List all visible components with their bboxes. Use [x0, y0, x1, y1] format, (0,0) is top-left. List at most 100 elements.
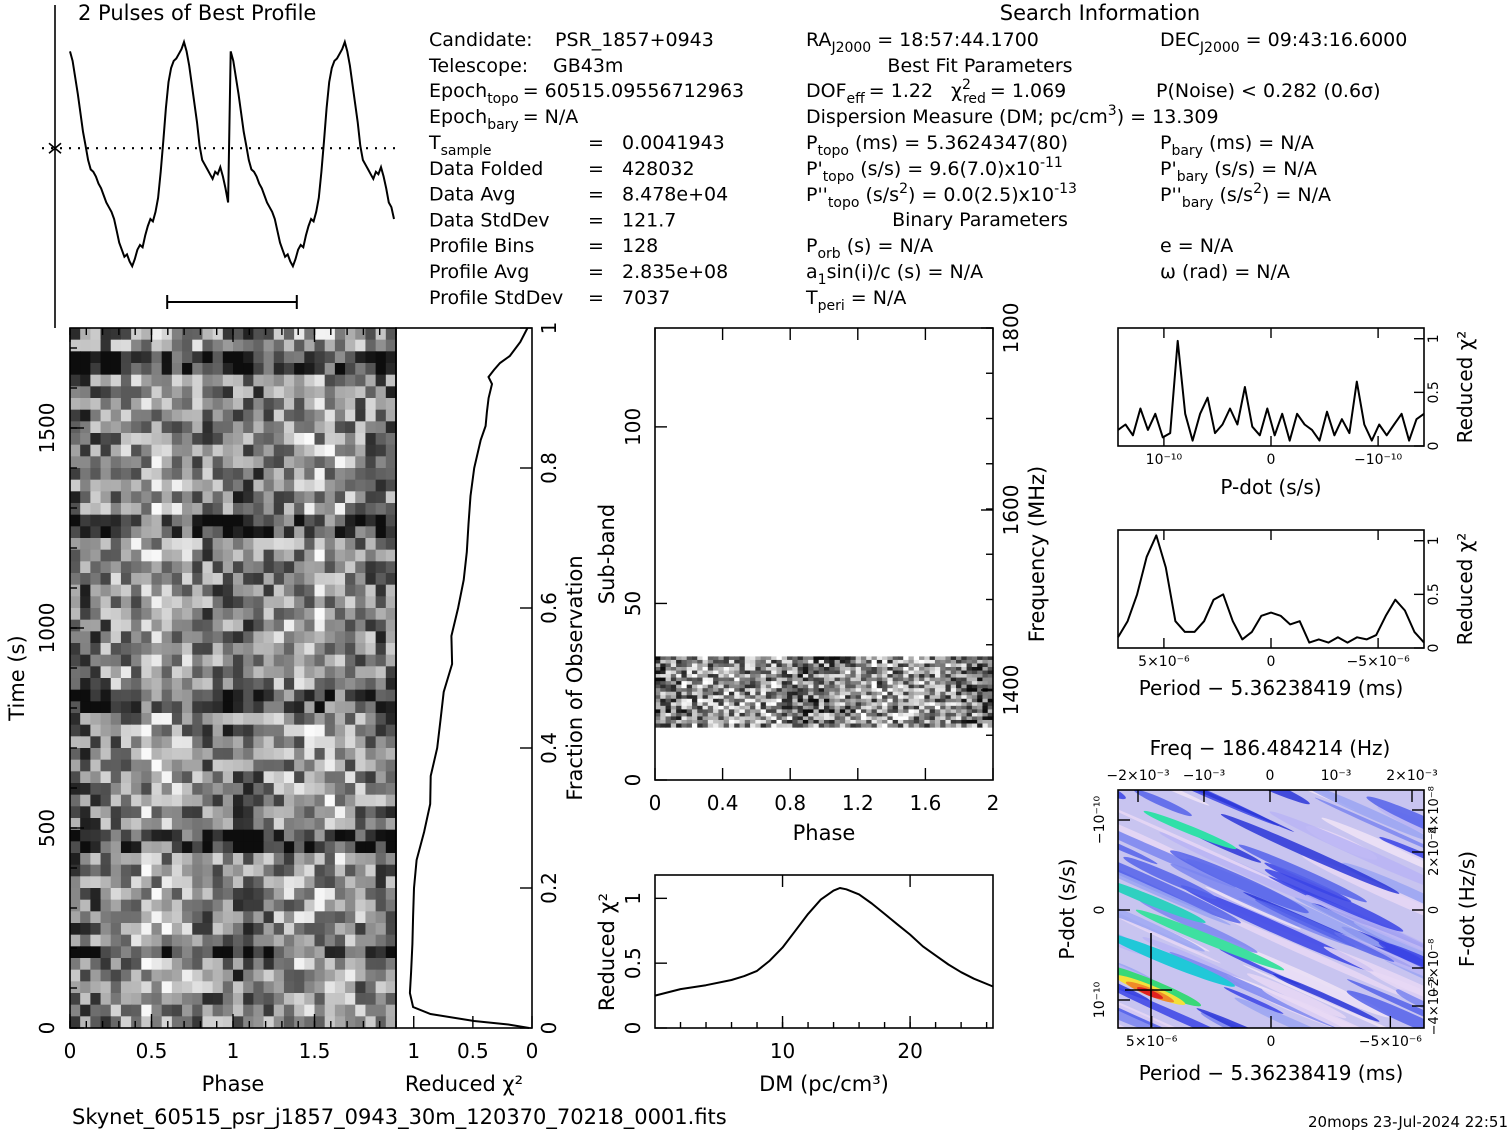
time-phase-cell	[192, 794, 204, 807]
info-row-label: Data StdDev	[429, 209, 550, 231]
subband-cell	[713, 688, 719, 693]
time-phase-cell	[365, 794, 377, 807]
time-phase-cell	[131, 794, 142, 807]
time-phase-cell	[334, 934, 346, 947]
subband-cell	[908, 681, 915, 686]
subband-cell	[802, 663, 809, 668]
time-phase-cell	[294, 864, 305, 877]
subband-cell	[839, 716, 846, 721]
subband-cell	[908, 659, 915, 665]
subband-cell	[797, 663, 804, 668]
subband-cell	[971, 684, 978, 689]
time-phase-cell	[273, 946, 285, 959]
subband-cell	[702, 719, 709, 725]
subband-cell	[681, 716, 688, 721]
subband-cell	[691, 674, 698, 679]
subband-cell	[876, 684, 883, 689]
subband-cell	[839, 684, 846, 689]
subband-cell	[713, 702, 719, 707]
time-phase-cell	[365, 993, 377, 1006]
subband-cell	[787, 659, 793, 665]
time-phase-cell	[141, 526, 153, 539]
time-phase-cell	[70, 864, 81, 877]
time-phase-cell	[314, 923, 326, 936]
time-phase-cell	[161, 584, 173, 597]
time-phase-cell	[202, 888, 214, 901]
info-row-value: 8.478e+04	[622, 184, 728, 206]
time-phase-cell	[324, 969, 336, 982]
time-phase-cell	[294, 491, 305, 504]
svg-text:P(Noise) < 0.282 (0.6σ): P(Noise) < 0.282 (0.6σ)	[1156, 80, 1381, 102]
subband-cell	[956, 656, 962, 661]
time-phase-cell	[304, 643, 316, 656]
time-phase-cell	[283, 701, 295, 714]
time-phase-cell	[222, 748, 234, 761]
time-phase-cell	[182, 444, 193, 457]
time-phase-cell	[131, 969, 142, 982]
subband-cell	[839, 688, 846, 693]
subband-cell	[802, 677, 809, 682]
subband-cell	[665, 659, 672, 665]
time-phase-cell	[334, 584, 346, 597]
subband-cell	[945, 667, 952, 672]
subband-cell	[971, 681, 978, 686]
time-phase-cell	[120, 876, 132, 889]
subband-cell	[956, 688, 962, 693]
subband-cell	[744, 674, 751, 679]
subband-cell	[765, 656, 772, 661]
subband-cell	[940, 681, 947, 686]
subband-cell	[940, 702, 947, 707]
time-phase-cell	[385, 468, 397, 481]
time-phase-cell	[345, 339, 356, 352]
subband-cell	[882, 719, 888, 725]
svg-text:P'topo (s/s) = 9.6(7.0)x10-11: P'topo (s/s) = 9.6(7.0)x10-11	[806, 155, 1063, 185]
time-phase-cell	[253, 561, 265, 574]
time-phase-cell	[110, 491, 122, 504]
subband-cell	[903, 684, 910, 689]
time-phase-cell	[80, 701, 91, 714]
time-phase-cell	[182, 981, 193, 994]
time-phase-cell	[212, 818, 224, 831]
time-phase-cell	[263, 946, 275, 959]
subband-cell	[818, 663, 825, 668]
subband-cell	[956, 667, 962, 672]
time-phase-cell	[171, 969, 183, 982]
time-phase-cell	[171, 398, 183, 411]
subband-cell	[792, 695, 799, 700]
time-phase-cell	[161, 409, 173, 422]
subband-cell	[903, 670, 910, 675]
time-phase-cell	[110, 713, 122, 726]
time-phase-cell	[375, 864, 387, 877]
svg-text:RAJ2000= 18:57:44.1700: RAJ2000 = 18:57:44.1700	[806, 29, 1039, 56]
subband-cell	[834, 702, 841, 707]
time-phase-cell	[294, 981, 305, 994]
time-phase-cell	[131, 654, 142, 667]
time-phase-cell	[294, 503, 305, 516]
time-phase-cell	[283, 666, 295, 679]
subband-cell	[665, 695, 672, 700]
time-phase-cell	[365, 829, 377, 842]
time-phase-cell	[334, 421, 346, 434]
subband-cell	[945, 688, 952, 693]
time-phase-cell	[324, 701, 336, 714]
time-phase-cell	[253, 363, 265, 376]
subband-cell	[713, 684, 719, 689]
time-phase-cell	[253, 853, 265, 866]
time-phase-cell	[110, 643, 122, 656]
subband-cell	[950, 688, 957, 693]
time-phase-cell	[253, 549, 265, 562]
ppdot-xlabel: Period − 5.36238419 (ms)	[1139, 1061, 1404, 1085]
time-phase-cell	[253, 958, 265, 971]
time-phase-cell	[253, 806, 265, 819]
time-phase-cell	[253, 841, 265, 854]
time-phase-cell	[80, 619, 91, 632]
subband-cell	[987, 684, 994, 689]
subband-cell	[781, 719, 788, 725]
subband-cell	[850, 659, 857, 665]
time-phase-cell	[283, 958, 295, 971]
ppdot-streak	[1208, 909, 1406, 998]
time-phase-cell	[345, 561, 356, 574]
time-phase-cell	[212, 608, 224, 621]
time-phase-cell	[110, 409, 122, 422]
time-phase-cell	[70, 748, 81, 761]
